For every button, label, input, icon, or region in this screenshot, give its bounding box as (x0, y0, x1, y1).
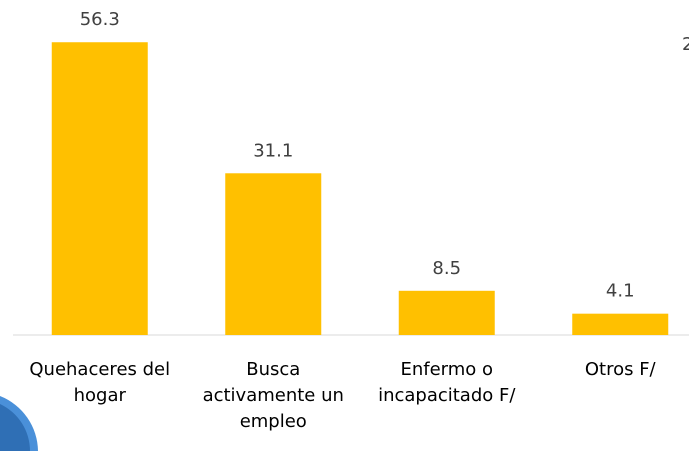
annotation: 2 (682, 34, 689, 55)
bar (399, 291, 495, 335)
chart: 2 56.3 31.1 8.5 4.1 Quehaceres del hogarBus… (0, 0, 689, 451)
value-label: 31.1 (253, 140, 293, 161)
value-label: 8.5 (432, 258, 461, 279)
value-label: 56.3 (80, 9, 120, 30)
bar (572, 314, 668, 335)
x-tick-label: Quehaceres del hogar (12, 357, 188, 409)
bar (225, 173, 321, 335)
x-tick-label: Busca activamente un empleo (185, 357, 361, 435)
x-tick-label: Enfermo o incapacitado F/ (359, 357, 535, 409)
x-tick-label: Otros F/ (532, 357, 689, 383)
bar (52, 42, 148, 335)
value-label: 4.1 (606, 281, 635, 302)
